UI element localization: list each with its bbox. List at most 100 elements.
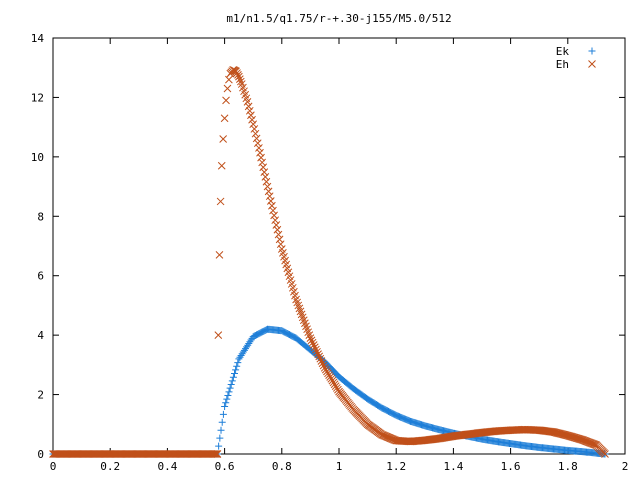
- data-point: [259, 163, 268, 172]
- data-point: [217, 161, 226, 170]
- data-point: [216, 434, 224, 442]
- data-point: [330, 380, 339, 389]
- data-point: [314, 350, 322, 358]
- data-point: [324, 369, 332, 378]
- data-point: [219, 135, 228, 143]
- data-point: [245, 106, 254, 115]
- y-tick-label: 0: [37, 448, 44, 461]
- data-point: [308, 338, 317, 347]
- data-point: [250, 125, 259, 133]
- data-point: [255, 144, 263, 152]
- data-point: [326, 373, 335, 381]
- data-point: [248, 115, 256, 124]
- data-point: [264, 187, 273, 196]
- data-point: [214, 331, 223, 339]
- data-point: [312, 345, 320, 354]
- data-point: [219, 410, 227, 418]
- data-point: [306, 334, 315, 342]
- y-tick-label: 12: [31, 91, 44, 104]
- data-point: [228, 377, 236, 385]
- axes: 0 0.2 0.4 0.6 0.8 1 1.2 1.4 1.6 1.8 2 0 2 4 6 8 10 12 14: [31, 32, 629, 473]
- data-point: [262, 177, 271, 186]
- data-point: [328, 376, 337, 385]
- chart-title: m1/n1.5/q1.75/r-+.30-j155/M5.0/512: [226, 12, 451, 25]
- data-point: [307, 336, 316, 345]
- data-point: [215, 251, 224, 259]
- data-point: [223, 395, 231, 403]
- legend-label: Ek: [556, 45, 570, 58]
- series-Eh: [49, 65, 609, 458]
- data-point: [220, 114, 229, 123]
- data-point: [244, 102, 253, 111]
- data-point: [225, 75, 233, 84]
- data-point: [222, 96, 230, 105]
- data-point: [318, 359, 327, 368]
- data-point: [234, 70, 242, 79]
- data-point: [247, 111, 255, 120]
- x-tick-label: 0.6: [215, 460, 235, 473]
- data-point: [235, 72, 243, 81]
- y-tick-label: 8: [37, 210, 44, 223]
- legend-marker: [588, 47, 596, 55]
- data-point: [317, 357, 326, 365]
- data-point: [212, 450, 220, 458]
- data-point: [227, 381, 235, 389]
- y-tick-label: 10: [31, 151, 44, 164]
- data-point: [266, 197, 275, 205]
- data-point: [269, 206, 277, 215]
- x-tick-label: 0.2: [100, 460, 120, 473]
- x-tick-label: 1.8: [558, 460, 578, 473]
- data-point: [218, 418, 226, 426]
- data-point: [224, 391, 232, 399]
- data-point: [321, 365, 330, 374]
- data-point: [271, 216, 280, 225]
- data-point: [222, 399, 230, 407]
- series-layer: [49, 65, 609, 458]
- data-point: [236, 77, 245, 86]
- data-point: [209, 450, 218, 458]
- data-point: [261, 173, 270, 181]
- data-point: [252, 134, 261, 143]
- data-point: [213, 450, 222, 458]
- x-tick-label: 2: [622, 460, 629, 473]
- data-point: [215, 442, 223, 450]
- data-point: [231, 370, 238, 378]
- data-point: [223, 84, 232, 93]
- data-point: [263, 182, 272, 191]
- data-point: [310, 343, 319, 352]
- legend-label: Eh: [556, 58, 569, 71]
- data-point: [273, 225, 282, 234]
- data-point: [334, 385, 342, 394]
- data-point: [332, 384, 341, 392]
- data-point: [216, 197, 225, 206]
- data-point: [226, 384, 234, 392]
- data-point: [232, 366, 240, 374]
- y-tick-label: 2: [37, 389, 44, 402]
- data-point: [313, 347, 321, 356]
- data-point: [320, 363, 329, 372]
- x-tick-label: 0: [50, 460, 57, 473]
- data-point: [249, 120, 258, 129]
- x-tick-label: 1: [336, 460, 343, 473]
- data-point: [270, 211, 278, 220]
- x-tick-label: 0.4: [157, 460, 177, 473]
- x-tick-label: 1.6: [501, 460, 521, 473]
- y-tick-label: 4: [37, 329, 44, 342]
- x-tick-label: 1.2: [386, 460, 406, 473]
- data-point: [229, 373, 237, 381]
- data-point: [319, 361, 328, 370]
- x-tick-label: 1.4: [443, 460, 463, 473]
- data-point: [221, 402, 229, 410]
- x-tick-label: 0.8: [272, 460, 292, 473]
- data-point: [243, 98, 252, 106]
- data-point: [257, 153, 265, 162]
- data-point: [233, 69, 241, 77]
- data-point: [225, 388, 233, 396]
- data-point: [276, 240, 285, 249]
- data-point: [315, 352, 324, 361]
- data-point: [325, 371, 333, 379]
- data-point: [601, 450, 609, 458]
- data-point: [217, 426, 225, 434]
